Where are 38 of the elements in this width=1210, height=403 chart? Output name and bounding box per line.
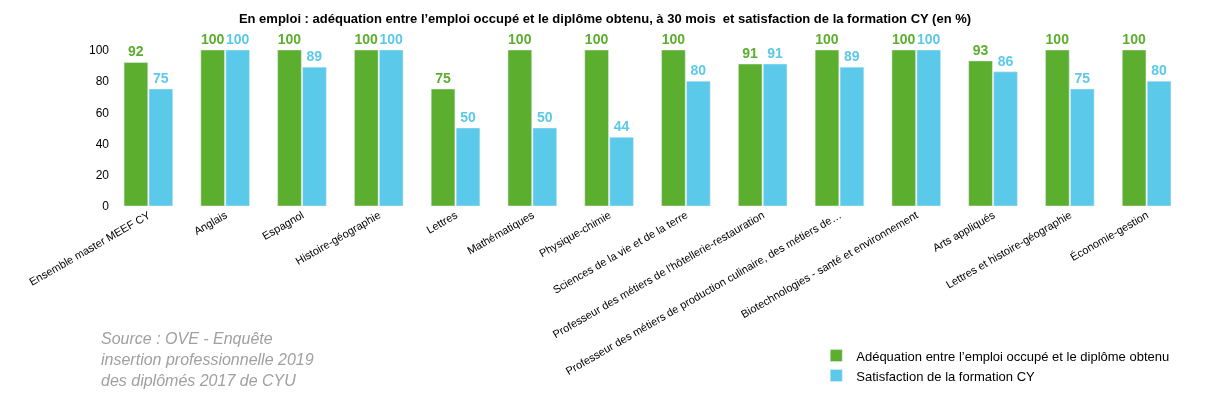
data-label: 92 bbox=[128, 43, 144, 60]
y-tick-label: 80 bbox=[95, 74, 110, 89]
data-label: 100 bbox=[277, 31, 302, 47]
source-note: Source : OVE - Enquête insertion professionnelle 2019 des diplômés 2017 de CYU bbox=[101, 330, 314, 389]
data-label: 50 bbox=[536, 109, 553, 125]
data-label: 89 bbox=[306, 48, 323, 65]
data-label: 75 bbox=[1074, 70, 1091, 86]
data-label: 100 bbox=[200, 31, 225, 47]
y-tick-label: 40 bbox=[95, 136, 110, 151]
data-label: 100 bbox=[1045, 31, 1070, 47]
y-tick-label: 20 bbox=[95, 168, 110, 182]
data-label: 93 bbox=[972, 41, 989, 58]
y-tick-label: 60 bbox=[95, 105, 110, 120]
y-tick-label: 0 bbox=[102, 199, 110, 214]
data-label: 100 bbox=[354, 31, 379, 47]
data-label: 100 bbox=[1122, 31, 1146, 47]
data-label: 80 bbox=[1151, 62, 1167, 79]
data-label: 75 bbox=[152, 70, 169, 86]
legend-label: Satisfaction de la formation CY bbox=[856, 368, 1036, 384]
data-label: 100 bbox=[379, 31, 404, 47]
data-label: 91 bbox=[767, 45, 784, 62]
data-label: 75 bbox=[435, 70, 451, 86]
chart-title: En emploi : adéquation entre l’emploi occupé et le diplôme obtenu, à 30 mois et satisfaction de la formation CY (en %) bbox=[238, 11, 972, 27]
data-label: 100 bbox=[815, 31, 839, 47]
data-label: 100 bbox=[891, 31, 916, 47]
data-label: 44 bbox=[613, 118, 630, 135]
data-label: 86 bbox=[997, 52, 1014, 69]
data-label: 100 bbox=[225, 31, 250, 47]
data-label: 89 bbox=[844, 48, 860, 65]
data-label: 80 bbox=[690, 62, 707, 79]
data-label: 100 bbox=[916, 31, 941, 47]
data-label: 100 bbox=[584, 31, 609, 47]
data-label: 91 bbox=[742, 45, 759, 62]
data-label: 100 bbox=[508, 31, 532, 47]
legend-label: Adéquation entre l’emploi occupé et le diplôme obtenu bbox=[856, 348, 1170, 364]
y-tick-label: 100 bbox=[88, 43, 110, 58]
data-label: 100 bbox=[661, 31, 686, 47]
data-label: 50 bbox=[460, 109, 476, 125]
